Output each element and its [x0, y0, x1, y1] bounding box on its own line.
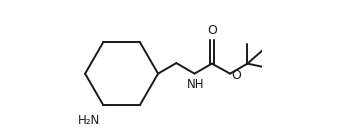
Text: NH: NH	[187, 78, 204, 91]
Text: H₂N: H₂N	[77, 114, 100, 127]
Text: O: O	[207, 24, 217, 37]
Text: O: O	[231, 69, 241, 82]
